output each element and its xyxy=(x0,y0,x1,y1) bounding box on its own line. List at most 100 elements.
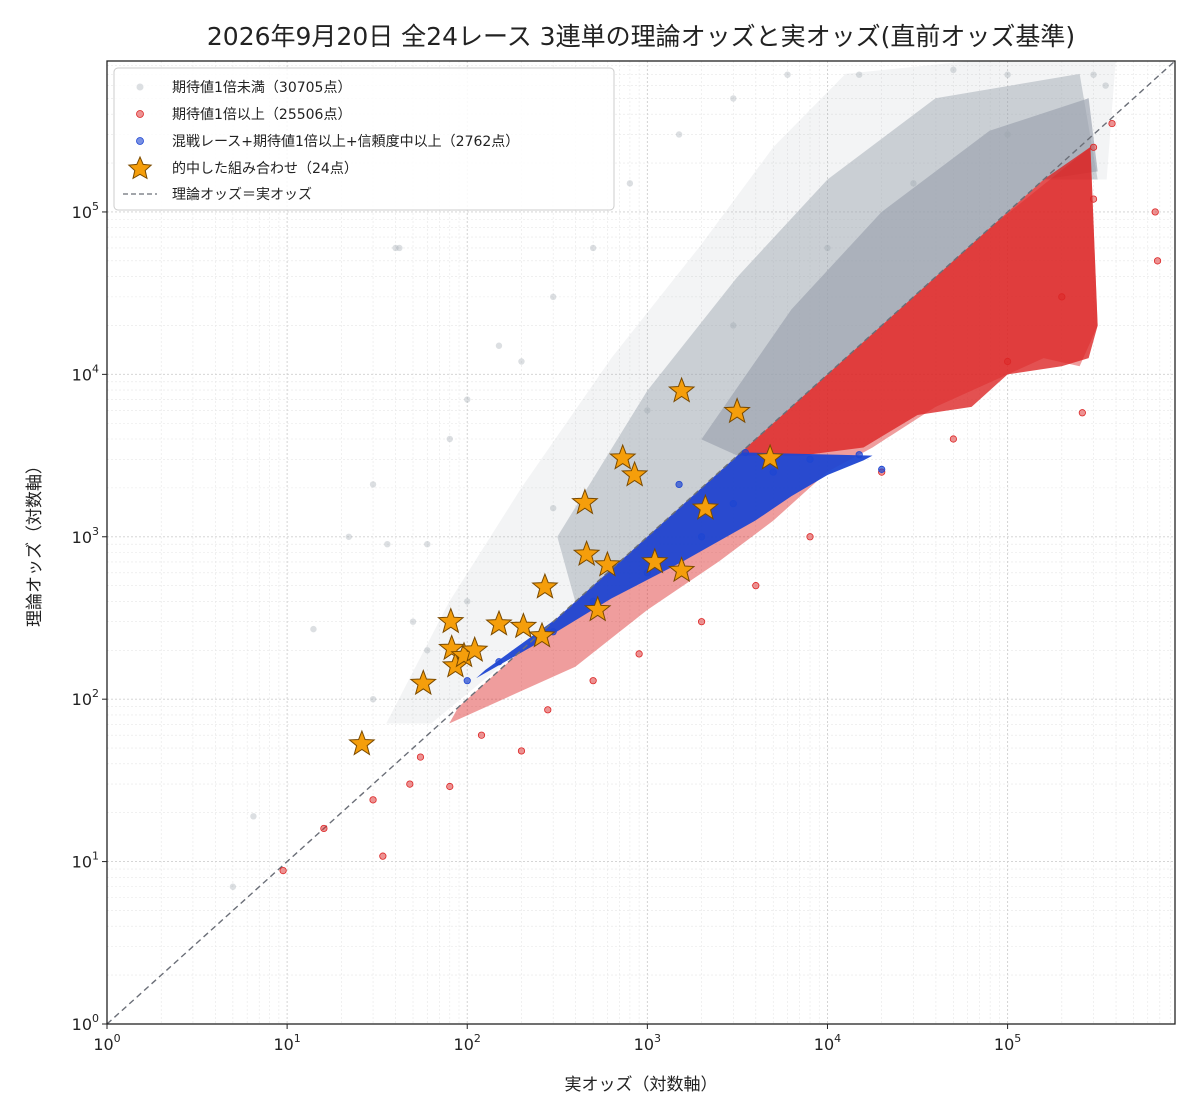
y-axis-label: 理論オッズ（対数軸） xyxy=(25,457,45,627)
hit-star xyxy=(571,488,599,515)
blue-region xyxy=(476,452,873,679)
grey-point xyxy=(495,342,503,349)
grey-point xyxy=(1004,71,1011,78)
red-point xyxy=(477,731,486,739)
hit-star xyxy=(756,443,784,470)
hit-star xyxy=(460,635,489,662)
minor-grid xyxy=(107,61,1175,1024)
grey-point xyxy=(392,244,399,252)
hit-star xyxy=(528,621,556,648)
legend-entry-line: 理論オッズ＝実オッズ xyxy=(172,187,312,203)
hit-star xyxy=(641,547,669,574)
grey-point xyxy=(229,883,237,890)
hit-star xyxy=(438,634,466,661)
point-cloud-layer xyxy=(386,60,1116,724)
grey-point xyxy=(1090,71,1097,78)
hit-star xyxy=(409,668,437,696)
blue-point xyxy=(729,500,737,508)
y-tick-label: 102 xyxy=(72,687,99,709)
x-tick-label: 104 xyxy=(814,1032,841,1054)
red-point xyxy=(1153,257,1162,265)
grey-point xyxy=(910,180,917,187)
grey-point xyxy=(464,598,471,605)
y-tick-label: 101 xyxy=(72,850,99,872)
red-point xyxy=(1078,409,1086,417)
legend-entry-red: 期待値1倍以上（25506点） xyxy=(172,107,351,123)
red-point xyxy=(517,747,526,755)
hit-star xyxy=(667,376,696,403)
red-point xyxy=(1151,208,1159,216)
hit-star xyxy=(583,595,612,622)
sample-points-layer xyxy=(229,66,1162,890)
grey-point xyxy=(250,813,257,820)
hit-star xyxy=(667,556,696,583)
red-point xyxy=(279,867,287,875)
grey-point xyxy=(396,244,403,252)
red-point xyxy=(544,706,552,714)
grey-point xyxy=(424,647,431,654)
grey-point xyxy=(644,407,651,414)
grey-point xyxy=(369,695,377,703)
red-point xyxy=(1108,119,1116,128)
red-point xyxy=(1089,143,1098,151)
blue-point xyxy=(878,465,886,473)
red-point xyxy=(589,677,597,685)
hit-star xyxy=(593,550,622,577)
y-tick-label: 105 xyxy=(72,200,99,222)
hit-star xyxy=(609,443,637,470)
red-point xyxy=(1058,293,1066,301)
hit-star xyxy=(531,572,559,599)
legend: 期待値1倍未満（30705点） 期待値1倍以上（25506点） 混戦レース+期待… xyxy=(113,67,615,211)
legend-entry-star: 的中した組み合わせ（24点） xyxy=(172,161,358,177)
chart-title: 2026年9月20日 全24レース 3連単の理論オッズと実オッズ(直前オッズ基準… xyxy=(207,22,1075,51)
grey-point xyxy=(518,358,525,365)
grey-point xyxy=(369,481,377,488)
hit-star xyxy=(691,493,720,520)
y-axis: 100 101 102 103 104 105 xyxy=(72,200,107,1034)
grey-point xyxy=(855,71,863,78)
legend-marker-star xyxy=(127,155,153,180)
grey-point xyxy=(384,540,391,548)
blue-point xyxy=(741,448,749,457)
x-tick-label: 100 xyxy=(93,1032,120,1054)
hit-stars-layer xyxy=(348,376,784,756)
blue-point xyxy=(463,677,471,685)
blue-point xyxy=(697,533,706,541)
grey-point xyxy=(730,95,737,102)
legend-marker-red xyxy=(136,110,144,118)
grey-point xyxy=(409,618,417,625)
red-point xyxy=(379,852,387,860)
grey-point xyxy=(464,396,471,403)
grey-point xyxy=(345,533,352,540)
legend-entry-blue: 混戦レース+期待値1倍以上+信頼度中以上（2762点） xyxy=(172,134,519,150)
plot-area xyxy=(106,60,1176,1025)
grey-point xyxy=(424,540,431,548)
red-point xyxy=(416,753,425,761)
blue-point xyxy=(495,658,503,666)
grey-point xyxy=(675,131,683,138)
plot-frame xyxy=(106,60,1176,1025)
grey-point xyxy=(549,293,557,301)
y-tick-label: 103 xyxy=(72,525,99,547)
grey-point xyxy=(446,435,453,443)
grey-point xyxy=(1102,82,1109,89)
red-point xyxy=(446,782,454,791)
hit-star xyxy=(437,607,465,634)
hit-star xyxy=(485,609,513,636)
legend-marker-blue xyxy=(136,137,144,145)
grey-cloud-core xyxy=(701,98,1098,456)
y-tick-label: 100 xyxy=(72,1012,99,1034)
red-point xyxy=(949,435,957,443)
blue-point xyxy=(675,480,683,489)
blue-point xyxy=(855,451,863,459)
grey-point xyxy=(589,244,597,252)
red-point xyxy=(752,582,760,590)
legend-marker-grey xyxy=(136,83,144,91)
red-point xyxy=(1003,357,1012,366)
grey-point xyxy=(549,504,557,512)
red-point xyxy=(806,533,814,541)
red-point xyxy=(320,824,328,833)
grey-point xyxy=(784,71,791,78)
legend-entry-grey: 期待値1倍未満（30705点） xyxy=(172,80,351,96)
